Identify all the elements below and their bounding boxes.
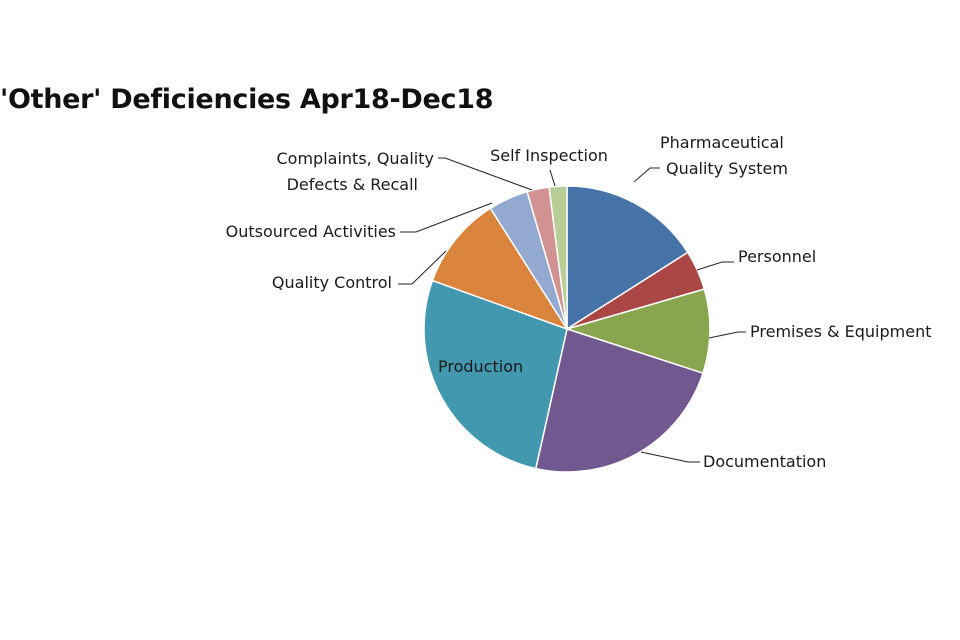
leader-line (398, 250, 447, 285)
leader-line (696, 261, 734, 271)
pie-slice-premises-equipment (564, 288, 711, 375)
leader-line (708, 331, 746, 339)
leader-line (400, 202, 493, 233)
slice-label: Self Inspection (490, 146, 608, 165)
leader-line (549, 169, 556, 187)
slice-label: Documentation (703, 452, 826, 471)
chart-title: 'Other' Deficiencies Apr18-Dec18 (0, 84, 494, 115)
slice-label: Personnel (738, 247, 816, 266)
pie-slice-production (423, 279, 568, 470)
slice-label: Premises & Equipment (750, 322, 931, 341)
pie-slice-pharmaceutical (566, 185, 689, 331)
slice-label: Quality Control (272, 273, 392, 292)
pie-slice-self-inspection (548, 185, 568, 330)
slice-label: Outsourced Activities (226, 222, 396, 241)
leader-line (438, 157, 533, 191)
pie-slice-quality-control (431, 207, 569, 331)
pie-slice-documentation (534, 328, 704, 473)
slice-label: Complaints, Quality Defects & Recall (277, 149, 435, 194)
slice-label: Pharmaceutical Quality System (660, 133, 788, 178)
leader-line (640, 451, 700, 463)
leader-line (633, 167, 660, 183)
slice-label: Production (438, 357, 523, 376)
